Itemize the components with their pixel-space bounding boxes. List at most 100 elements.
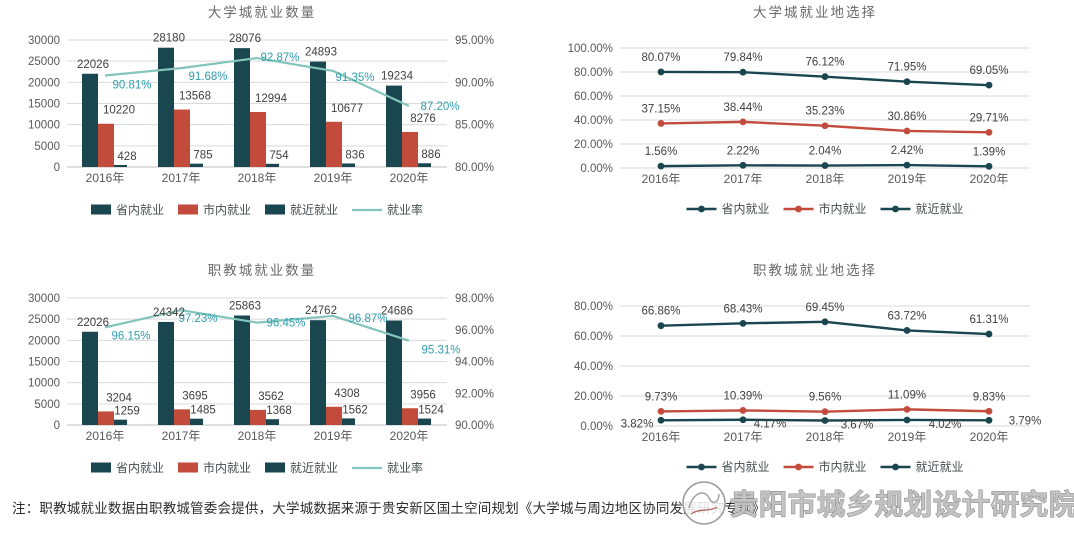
svg-text:2016年: 2016年 — [642, 430, 681, 444]
svg-text:1562: 1562 — [342, 404, 368, 416]
svg-text:0: 0 — [54, 420, 60, 432]
svg-text:就业率: 就业率 — [387, 460, 423, 475]
watermark-text: 贵阳市城乡规划设计研究院 — [730, 488, 1074, 520]
svg-text:省内就业: 省内就业 — [116, 461, 164, 475]
svg-text:886: 886 — [421, 149, 440, 161]
svg-text:2019年: 2019年 — [314, 429, 353, 443]
svg-text:10220: 10220 — [103, 105, 135, 117]
svg-text:就近就业: 就近就业 — [290, 203, 338, 217]
svg-text:754: 754 — [269, 150, 289, 162]
svg-text:2020年: 2020年 — [970, 430, 1009, 444]
svg-text:4.17%: 4.17% — [754, 419, 787, 431]
svg-text:市内就业: 市内就业 — [819, 459, 867, 474]
svg-text:100.00%: 100.00% — [568, 43, 613, 55]
svg-text:市内就业: 市内就业 — [203, 202, 251, 217]
svg-text:就近就业: 就近就业 — [290, 461, 338, 475]
svg-text:63.72%: 63.72% — [887, 310, 926, 322]
svg-text:20.00%: 20.00% — [574, 139, 613, 151]
svg-text:25000: 25000 — [28, 56, 60, 68]
svg-text:2018年: 2018年 — [238, 171, 277, 185]
svg-text:60.00%: 60.00% — [574, 331, 613, 343]
svg-text:19234: 19234 — [381, 71, 414, 83]
chart-vocational-town-employment-count: 职教城就业数量 0 5000 10000 15000 20000 25000 30000 90.… — [28, 263, 494, 475]
svg-text:24686: 24686 — [381, 305, 413, 317]
svg-text:22026: 22026 — [77, 59, 109, 71]
svg-text:2018年: 2018年 — [806, 430, 845, 444]
svg-text:20000: 20000 — [28, 77, 60, 89]
svg-text:80.00%: 80.00% — [455, 162, 494, 174]
svg-text:5000: 5000 — [34, 399, 60, 411]
svg-text:大学城就业数量: 大学城就业数量 — [208, 5, 317, 20]
svg-text:2017年: 2017年 — [724, 172, 763, 186]
svg-text:96.15%: 96.15% — [111, 330, 150, 342]
svg-text:9.73%: 9.73% — [645, 391, 678, 403]
svg-text:3.79%: 3.79% — [1009, 415, 1042, 427]
svg-text:96.00%: 96.00% — [455, 325, 494, 337]
svg-text:2019年: 2019年 — [314, 171, 353, 185]
svg-text:0.00%: 0.00% — [580, 163, 613, 175]
svg-text:91.68%: 91.68% — [188, 71, 227, 83]
svg-text:1368: 1368 — [266, 405, 292, 417]
svg-text:9.56%: 9.56% — [809, 392, 842, 404]
svg-text:职教城就业地选择: 职教城就业地选择 — [753, 263, 877, 278]
svg-text:85.00%: 85.00% — [455, 120, 494, 132]
svg-text:1485: 1485 — [190, 405, 216, 417]
svg-text:8276: 8276 — [410, 113, 436, 125]
svg-text:2017年: 2017年 — [162, 429, 201, 443]
svg-text:1259: 1259 — [114, 406, 140, 418]
svg-text:28180: 28180 — [153, 33, 185, 45]
svg-text:24342: 24342 — [153, 307, 185, 319]
svg-text:90.81%: 90.81% — [112, 79, 151, 91]
svg-text:2.22%: 2.22% — [727, 145, 760, 157]
svg-text:2020年: 2020年 — [390, 429, 429, 443]
svg-text:29.71%: 29.71% — [969, 112, 1008, 124]
svg-text:785: 785 — [193, 150, 212, 162]
svg-text:25863: 25863 — [229, 301, 261, 313]
svg-text:91.35%: 91.35% — [335, 72, 374, 84]
chart-university-town-employment-location: 大学城就业地选择 0.00% 20.00% 40.00% 60.00% 80.00% 100… — [568, 5, 1030, 216]
svg-text:428: 428 — [117, 151, 136, 163]
svg-text:3.67%: 3.67% — [841, 419, 874, 431]
svg-text:87.20%: 87.20% — [420, 101, 459, 113]
svg-text:95.00%: 95.00% — [455, 35, 494, 47]
svg-text:71.95%: 71.95% — [887, 62, 926, 74]
svg-text:836: 836 — [345, 149, 364, 161]
svg-text:10000: 10000 — [28, 120, 60, 132]
svg-text:28076: 28076 — [229, 33, 261, 45]
watermark-seal-logo-icon — [682, 481, 726, 525]
svg-text:69.05%: 69.05% — [969, 65, 1008, 77]
svg-text:2019年: 2019年 — [888, 430, 927, 444]
svg-text:24762: 24762 — [305, 305, 337, 317]
svg-text:95.31%: 95.31% — [421, 345, 460, 357]
svg-text:22026: 22026 — [77, 317, 109, 329]
svg-text:2016年: 2016年 — [86, 171, 125, 185]
svg-text:2.42%: 2.42% — [891, 145, 924, 157]
svg-text:94.00%: 94.00% — [455, 357, 494, 369]
svg-text:2.04%: 2.04% — [809, 146, 842, 158]
svg-text:2019年: 2019年 — [888, 172, 927, 186]
watermark: 贵阳市城乡规划设计研究院 — [682, 481, 1074, 525]
svg-text:30000: 30000 — [28, 293, 60, 305]
svg-text:61.31%: 61.31% — [969, 314, 1008, 326]
svg-text:3956: 3956 — [410, 389, 436, 401]
svg-text:0: 0 — [54, 162, 60, 174]
svg-text:80.00%: 80.00% — [574, 301, 613, 313]
svg-text:96.45%: 96.45% — [266, 318, 305, 330]
svg-text:大学城就业地选择: 大学城就业地选择 — [753, 5, 877, 20]
svg-text:2016年: 2016年 — [642, 172, 681, 186]
chart-university-town-employment-count: 大学城就业数量 0 5000 10000 15000 20000 25000 30000 80.… — [28, 5, 494, 217]
svg-text:40.00%: 40.00% — [574, 361, 613, 373]
svg-text:92.00%: 92.00% — [455, 388, 494, 400]
svg-text:10677: 10677 — [331, 103, 363, 115]
svg-text:1524: 1524 — [418, 405, 444, 417]
svg-text:2017年: 2017年 — [724, 430, 763, 444]
svg-text:省内就业: 省内就业 — [722, 202, 770, 216]
svg-text:30000: 30000 — [28, 35, 60, 47]
svg-text:11.09%: 11.09% — [888, 389, 926, 401]
svg-text:30.86%: 30.86% — [887, 111, 926, 123]
svg-text:2020年: 2020年 — [970, 172, 1009, 186]
svg-text:97.23%: 97.23% — [178, 313, 217, 325]
svg-text:38.44%: 38.44% — [723, 102, 762, 114]
svg-text:10.39%: 10.39% — [723, 390, 762, 402]
